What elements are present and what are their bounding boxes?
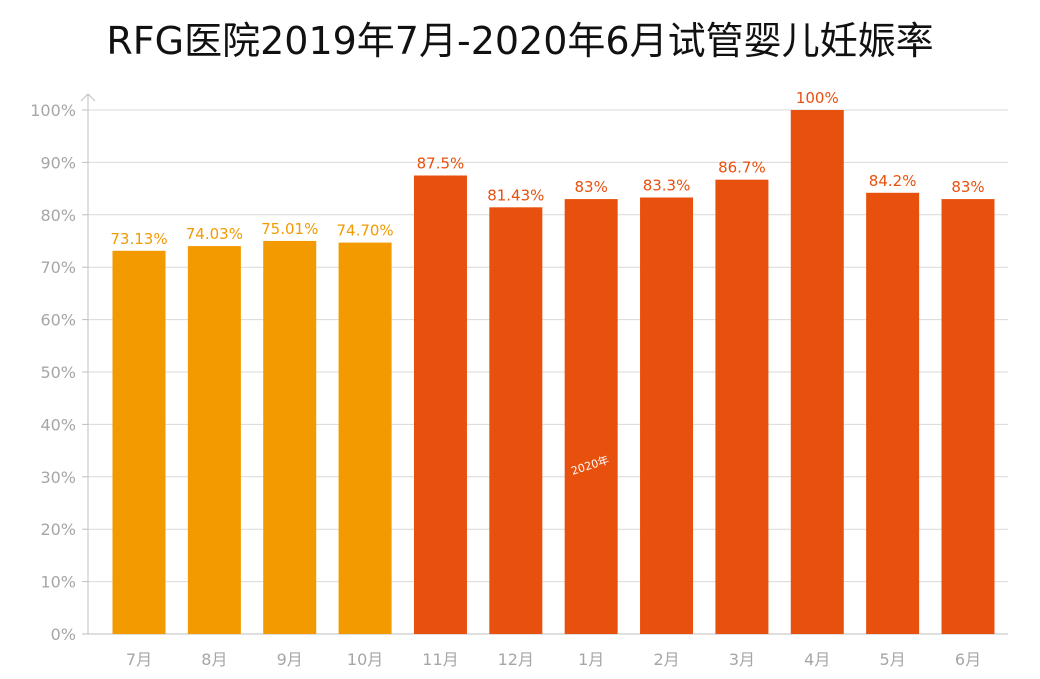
data-label: 83% [575,178,608,196]
y-tick-label: 80% [40,206,76,225]
data-label: 81.43% [487,186,544,204]
x-tick-label: 8月 [201,650,227,669]
y-tick-label: 70% [40,258,76,277]
bars [112,110,995,635]
y-tick-label: 90% [40,153,76,172]
data-label: 73.13% [110,230,167,248]
data-label: 86.7% [718,159,766,177]
x-axis-labels: 7月 8月 9月 10月 11月 12月 1月 2月 3月 4月 5月 6月 [126,650,981,669]
y-tick-label: 10% [40,573,76,592]
x-tick-label: 2月 [653,650,679,669]
y-axis-arrow [80,93,96,102]
x-tick-label: 11月 [422,650,458,669]
y-axis: 0% 10% 20% 30% 40% 50% 60% 70% 80% 90% 100% [30,93,96,644]
x-tick-label: 12月 [498,650,534,669]
bar [790,110,844,634]
data-label: 84.2% [869,172,917,190]
gridlines [82,109,1008,635]
bar [715,179,769,634]
data-labels: 73.13% 74.03% 75.01% 74.70% 87.5% 81.43% 83% 83… [110,89,984,248]
x-tick-label: 9月 [277,650,303,669]
bar [640,197,694,634]
bar [564,199,618,634]
bar [489,207,543,634]
chart-title: RFG医院2019年7月-2020年6月试管婴儿妊娠率 [106,19,934,63]
x-tick-label: 5月 [880,650,906,669]
y-tick-label: 50% [40,363,76,382]
data-label: 83.3% [643,177,691,195]
y-tick-label: 0% [51,625,76,644]
y-tick-label: 60% [40,311,76,330]
bar [187,246,241,634]
bar [338,242,392,634]
bar [112,250,166,634]
data-label: 75.01% [261,220,318,238]
data-label: 87.5% [417,155,465,173]
x-tick-label: 10月 [347,650,383,669]
x-tick-label: 7月 [126,650,152,669]
data-label: 74.70% [336,222,393,240]
bar [941,199,995,634]
y-tick-label: 100% [30,101,76,120]
data-label: 100% [796,89,839,107]
x-tick-label: 1月 [578,650,604,669]
x-tick-label: 3月 [729,650,755,669]
bar [263,240,317,634]
x-tick-label: 6月 [955,650,981,669]
x-tick-label: 4月 [804,650,830,669]
data-label: 74.03% [186,225,243,243]
y-tick-label: 30% [40,468,76,487]
y-tick-label: 40% [40,415,76,434]
bar [413,175,467,634]
y-tick-label: 20% [40,520,76,539]
bar [866,192,920,635]
data-label: 83% [951,178,984,196]
